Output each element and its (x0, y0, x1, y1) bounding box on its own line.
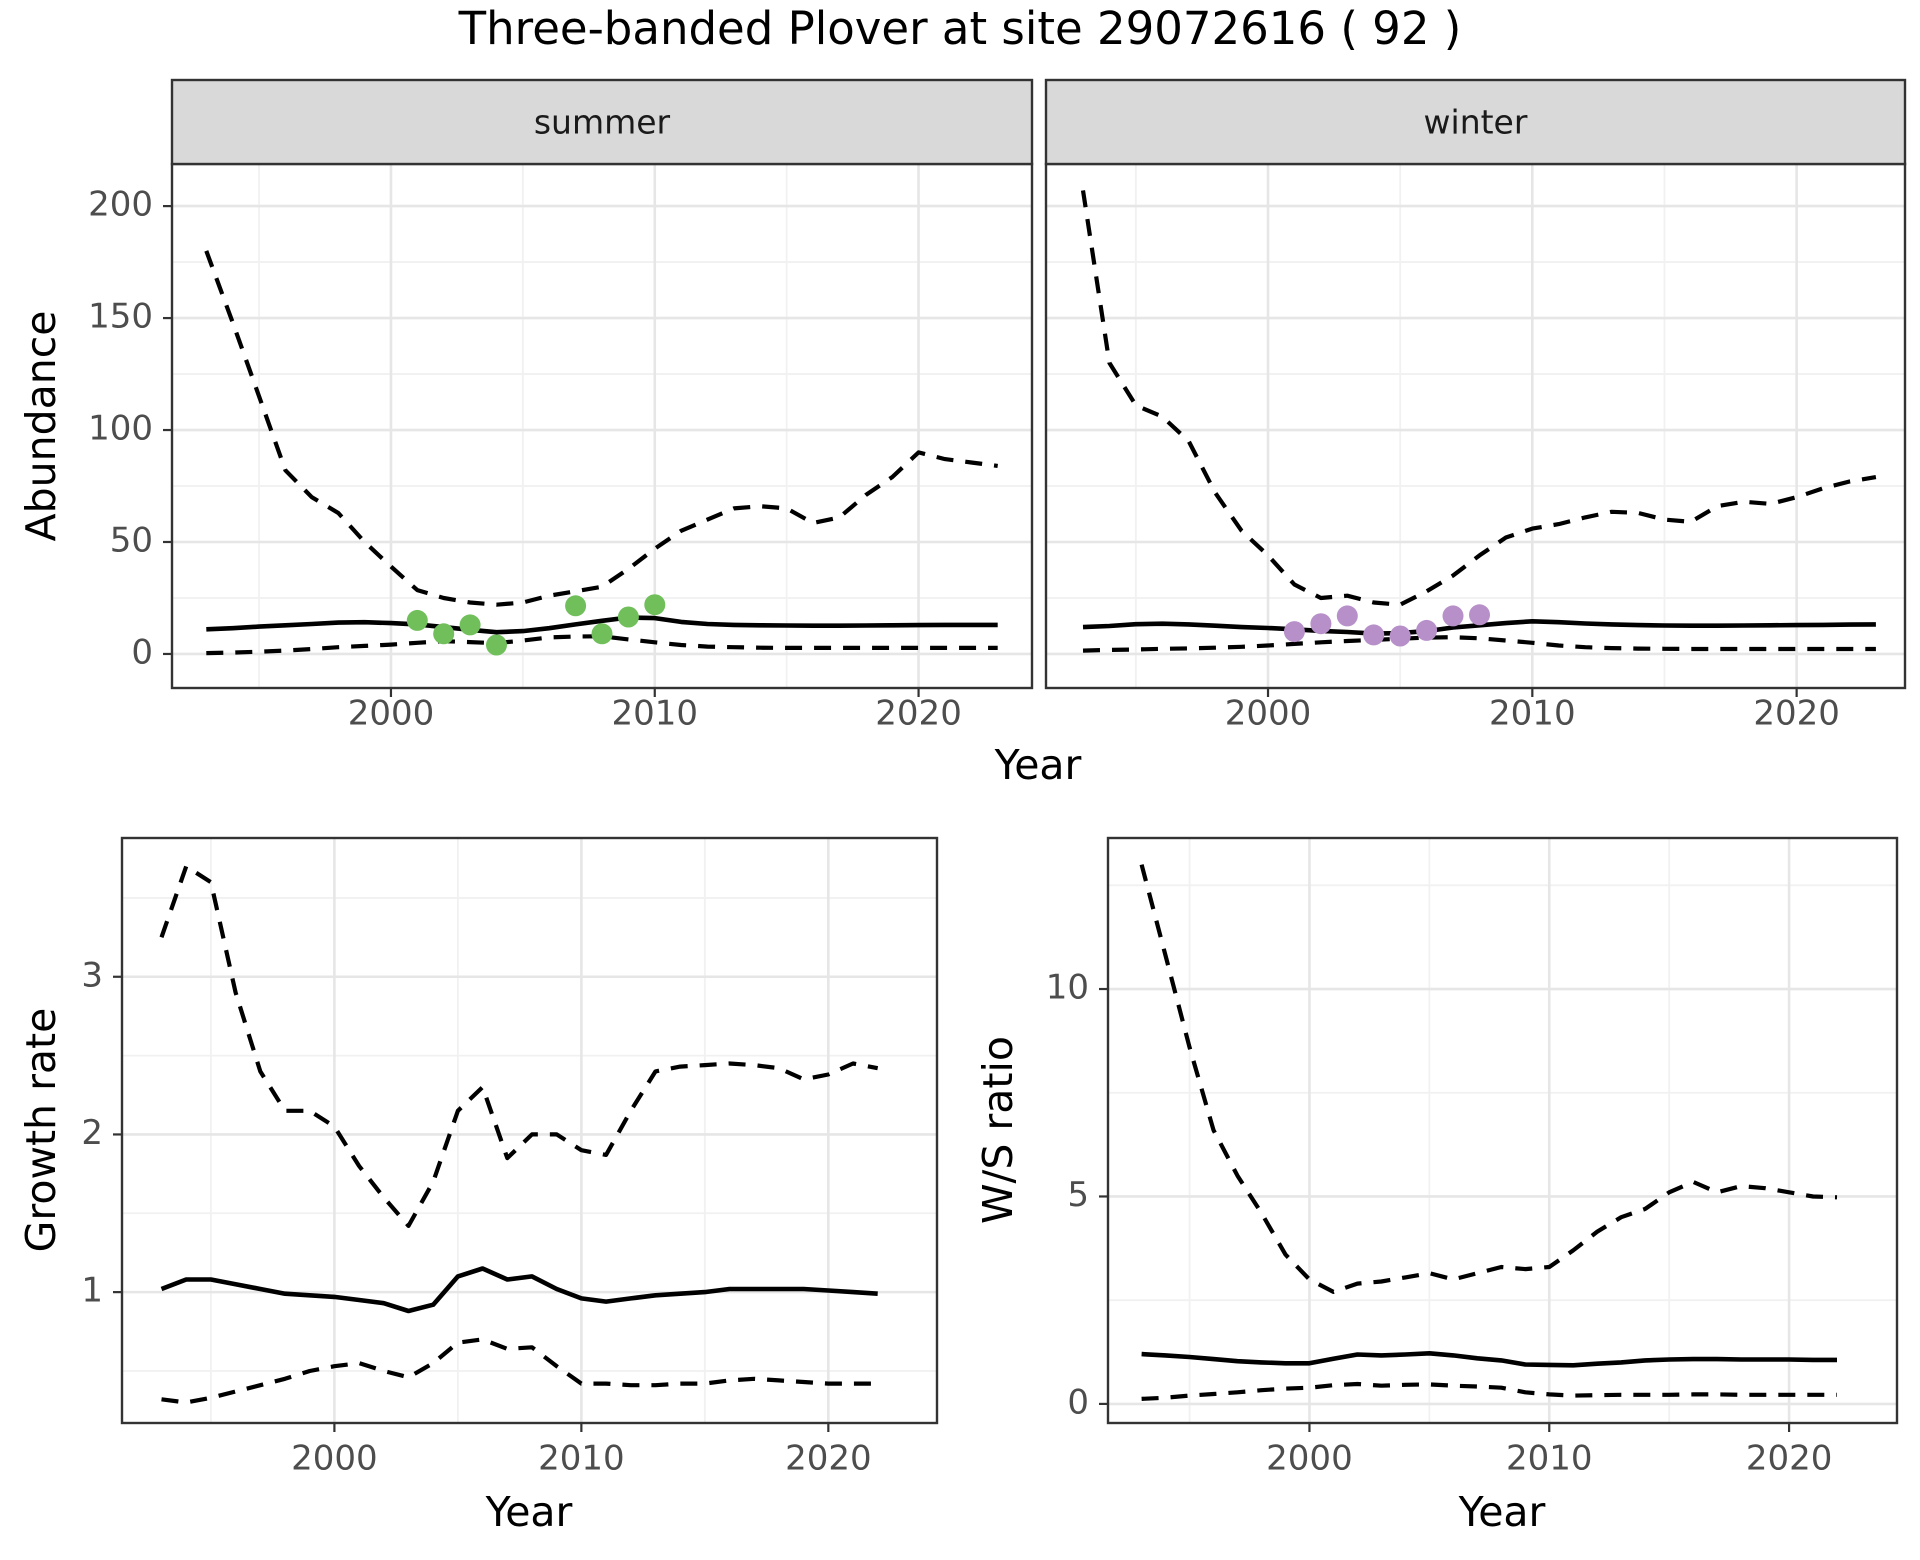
observation-point (1442, 605, 1464, 627)
panel-abundance-winter: winter 2000 2010 2020 (1044, 78, 1907, 734)
x-tick-label: 2020 (875, 694, 962, 734)
x-axis-title: Year (1458, 1488, 1546, 1536)
y-axis-title: Abundance (17, 311, 65, 542)
data-layer (159, 864, 879, 1405)
y-tick-label: 0 (1067, 1382, 1089, 1422)
y-tick-label: 1 (81, 1271, 103, 1311)
y-tick-label: 0 (131, 632, 153, 672)
x-axis-title: Year (485, 1488, 573, 1536)
panel-background (1108, 838, 1897, 1423)
panel-background (122, 838, 937, 1423)
observation-point (1389, 625, 1411, 647)
observation-point (565, 595, 587, 617)
panel-border (1106, 836, 1899, 1425)
observation-point (1310, 613, 1332, 635)
x-tick-label: 2010 (1489, 694, 1576, 734)
x-tick-label: 2000 (1266, 1439, 1353, 1479)
data-layer (1080, 190, 1877, 653)
observation-point (591, 623, 613, 645)
y-tick-label: 200 (88, 185, 153, 225)
x-tick-label: 2000 (348, 694, 435, 734)
y-axis-title: W/S ratio (974, 1036, 1022, 1224)
observation-point (406, 609, 428, 631)
x-tick-label: 2010 (538, 1439, 625, 1479)
lower-ci-line (161, 1337, 878, 1405)
observation-point (1363, 624, 1385, 646)
facet-strip (1044, 78, 1907, 166)
y-tick-label: 2 (81, 1113, 103, 1153)
lower-ci-line (1141, 1381, 1837, 1401)
x-tick-label: 2000 (291, 1439, 378, 1479)
panel-background (1046, 164, 1905, 688)
upper-ci-line (1080, 190, 1877, 607)
panel-abundance-summer: summer 2000 2010 2020 0 50 100 150 200 Abundance (17, 78, 1034, 734)
observation-point (1283, 621, 1305, 643)
y-tick-label: 150 (88, 297, 153, 337)
y-tick-label: 50 (110, 520, 153, 560)
shared-x-axis-title: Year (994, 741, 1082, 789)
median-line (206, 615, 998, 635)
facet-strip-label: summer (534, 103, 671, 142)
median-line (160, 1266, 878, 1314)
observation-point (459, 614, 481, 636)
facet-strip (170, 78, 1034, 166)
upper-ci-line (159, 864, 879, 1228)
facet-strip-label: winter (1424, 103, 1528, 142)
panel-border (120, 836, 939, 1425)
x-tick-label: 2020 (1746, 1439, 1833, 1479)
observation-point (1416, 619, 1438, 641)
y-tick-label: 10 (1046, 968, 1089, 1008)
upper-ci-line (1139, 864, 1838, 1294)
x-tick-label: 2020 (785, 1439, 872, 1479)
observation-point (433, 623, 455, 645)
panel-ws-ratio: 2000 2010 2020 0 5 10 W/S ratio Year (974, 836, 1899, 1536)
lower-ci-line (1082, 635, 1876, 653)
y-tick-label: 5 (1067, 1175, 1089, 1215)
lower-ci-line (206, 634, 998, 656)
page-title: Three-banded Plover at site 29072616 ( 9… (458, 2, 1462, 55)
upper-ci-line (204, 250, 998, 607)
observation-point (486, 634, 507, 656)
x-tick-label: 2010 (1506, 1439, 1593, 1479)
x-tick-label: 2000 (1225, 694, 1312, 734)
observation-point (644, 594, 666, 616)
data-layer (1139, 864, 1838, 1401)
y-axis-title: Growth rate (17, 1008, 65, 1253)
observation-point (1336, 605, 1358, 627)
median-line (1141, 1351, 1837, 1368)
panel-growth-rate: 2000 2010 2020 1 2 3 Growth rate Year (17, 836, 939, 1536)
observation-point (617, 606, 639, 628)
observation-point (1469, 604, 1490, 626)
y-tick-label: 3 (81, 955, 103, 995)
data-layer (204, 250, 998, 656)
x-tick-label: 2010 (611, 694, 698, 734)
x-tick-label: 2020 (1753, 694, 1840, 734)
y-tick-label: 100 (88, 409, 153, 449)
panel-background (172, 164, 1032, 688)
